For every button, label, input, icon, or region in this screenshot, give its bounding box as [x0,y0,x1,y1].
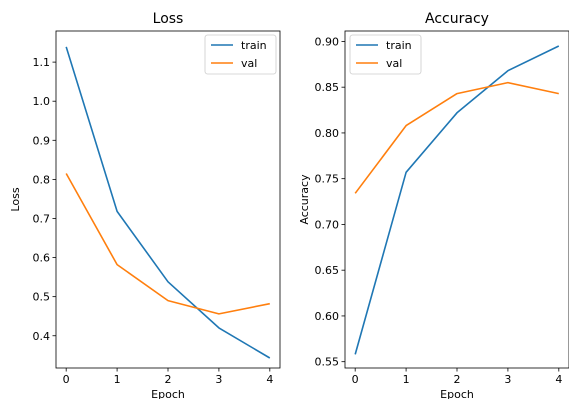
x-tick-label: 0 [63,373,70,386]
chart-1: Accuracy 0 1 2 3 4 0.55 0.60 0.65 0.70 0.75 0.80 0.8… [298,11,569,399]
x-tick-label: 0 [352,373,359,386]
x-axis-label: Epoch [151,388,185,399]
x-tick-label: 1 [403,373,410,386]
y-tick-label: 0.75 [315,173,340,186]
legend: train val [349,34,422,75]
series-line-train [354,45,560,355]
x-tick-label: 3 [504,373,511,386]
y-axis-label: Accuracy [298,174,311,225]
x-tick-label: 4 [266,373,273,386]
x-axis-label: Epoch [440,388,474,399]
y-axis-label: Loss [9,187,22,211]
y-tick-label: 0.90 [315,35,340,48]
y-tick-label: 0.60 [315,310,340,323]
plot-frame [344,30,569,369]
chart-title: Loss [153,11,184,27]
y-tick-label: 0.80 [315,127,340,140]
y-tick-label: 0.9 [33,134,51,147]
chart-title: Accuracy [425,11,489,27]
y-tick-label: 0.55 [315,356,340,369]
series-line-val [65,173,270,315]
y-tick-label: 0.4 [33,330,51,343]
legend-label: val [386,57,402,70]
series-line-val [354,81,559,194]
series-line-train [65,46,271,359]
plot-frame [55,30,281,369]
y-tick-label: 0.85 [315,81,340,94]
x-tick-label: 2 [454,373,461,386]
y-tick-label: 0.5 [33,291,51,304]
y-tick-label: 0.70 [315,218,340,231]
x-tick-label: 4 [555,373,562,386]
x-tick-label: 1 [114,373,121,386]
chart-0: Loss 0 1 2 3 4 0.4 0.5 0.6 0.7 0.8 0.9 1.0 1.1 Epoch Lo… [9,11,281,399]
x-tick-label: 2 [165,373,172,386]
y-tick-label: 0.8 [33,173,51,186]
y-tick-label: 1.0 [33,95,51,108]
legend-label: train [386,39,412,52]
y-tick-label: 0.65 [315,264,340,277]
legend-label: val [241,57,257,70]
legend: train val [204,34,277,75]
y-tick-label: 0.7 [33,212,51,225]
y-tick-label: 1.1 [33,56,51,69]
legend-label: train [241,39,267,52]
y-tick-label: 0.6 [33,252,51,265]
x-tick-label: 3 [215,373,222,386]
